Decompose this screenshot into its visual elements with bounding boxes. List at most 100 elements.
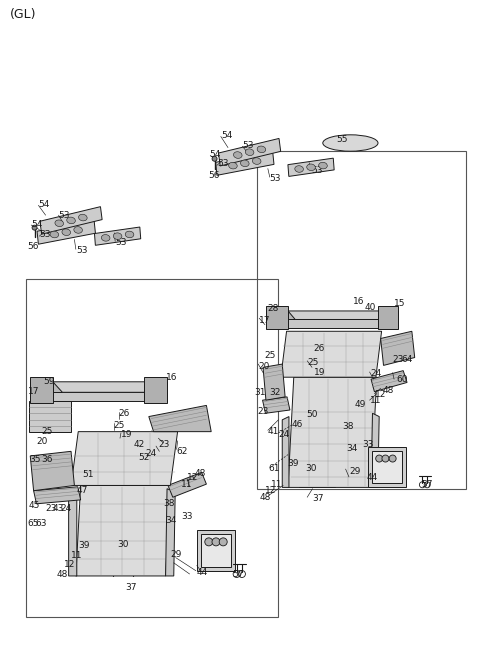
Polygon shape bbox=[263, 397, 290, 413]
Text: 54: 54 bbox=[210, 150, 221, 159]
Text: 16: 16 bbox=[353, 297, 365, 306]
Circle shape bbox=[219, 538, 227, 546]
Text: 43: 43 bbox=[53, 504, 64, 513]
Text: 53: 53 bbox=[311, 166, 323, 175]
Polygon shape bbox=[71, 432, 178, 485]
Bar bbox=[257, 151, 466, 489]
Bar bbox=[26, 279, 278, 617]
Circle shape bbox=[382, 455, 389, 462]
Ellipse shape bbox=[257, 146, 266, 153]
Text: 26: 26 bbox=[119, 409, 130, 418]
Polygon shape bbox=[266, 319, 398, 328]
Polygon shape bbox=[166, 489, 175, 576]
Text: 12: 12 bbox=[187, 473, 199, 482]
Text: 44: 44 bbox=[197, 567, 208, 577]
Text: 30: 30 bbox=[118, 540, 129, 549]
Polygon shape bbox=[201, 534, 231, 567]
Text: 34: 34 bbox=[347, 443, 358, 453]
Text: 44: 44 bbox=[366, 473, 377, 482]
Text: 28: 28 bbox=[267, 304, 278, 314]
Polygon shape bbox=[95, 227, 141, 245]
Text: 17: 17 bbox=[28, 387, 39, 396]
Text: 23: 23 bbox=[393, 355, 404, 364]
Text: 39: 39 bbox=[287, 459, 299, 468]
Text: 37: 37 bbox=[312, 494, 324, 503]
Text: 48: 48 bbox=[259, 493, 271, 502]
Text: 53: 53 bbox=[76, 246, 87, 255]
Ellipse shape bbox=[295, 166, 303, 173]
Ellipse shape bbox=[252, 157, 261, 165]
Text: 11: 11 bbox=[370, 396, 381, 405]
Polygon shape bbox=[69, 492, 77, 576]
Text: 65: 65 bbox=[27, 519, 39, 528]
Text: 35: 35 bbox=[29, 455, 40, 464]
Polygon shape bbox=[30, 451, 74, 491]
Ellipse shape bbox=[50, 231, 59, 238]
Text: 20: 20 bbox=[36, 437, 48, 446]
Polygon shape bbox=[168, 472, 206, 497]
Text: 61: 61 bbox=[269, 464, 280, 473]
Polygon shape bbox=[216, 152, 274, 175]
Polygon shape bbox=[378, 306, 398, 329]
Text: 24: 24 bbox=[278, 430, 289, 439]
Ellipse shape bbox=[323, 135, 378, 152]
Text: (GL): (GL) bbox=[10, 8, 36, 21]
Polygon shape bbox=[30, 382, 167, 392]
Ellipse shape bbox=[245, 149, 254, 155]
Text: 12: 12 bbox=[265, 486, 277, 495]
Text: 30: 30 bbox=[306, 464, 317, 473]
Text: 12: 12 bbox=[64, 560, 75, 569]
Ellipse shape bbox=[101, 235, 110, 241]
Ellipse shape bbox=[125, 231, 134, 237]
Polygon shape bbox=[371, 371, 407, 392]
Polygon shape bbox=[263, 364, 285, 400]
Text: 53: 53 bbox=[270, 174, 281, 183]
Text: 40: 40 bbox=[365, 303, 376, 312]
Text: 52: 52 bbox=[138, 453, 150, 462]
Circle shape bbox=[32, 225, 37, 230]
Text: 42: 42 bbox=[133, 440, 144, 449]
Text: 17: 17 bbox=[259, 316, 271, 325]
Polygon shape bbox=[37, 220, 96, 244]
Polygon shape bbox=[218, 138, 281, 166]
Text: 48: 48 bbox=[57, 570, 68, 579]
Text: 36: 36 bbox=[41, 455, 52, 464]
Text: 24: 24 bbox=[371, 369, 382, 379]
Circle shape bbox=[376, 455, 383, 462]
Text: 54: 54 bbox=[38, 200, 50, 209]
Text: 29: 29 bbox=[170, 550, 182, 559]
Polygon shape bbox=[40, 207, 102, 234]
Polygon shape bbox=[288, 377, 377, 487]
Text: 12: 12 bbox=[375, 390, 387, 399]
Polygon shape bbox=[266, 306, 288, 329]
Ellipse shape bbox=[62, 229, 71, 236]
Text: 53: 53 bbox=[39, 230, 51, 239]
Text: 19: 19 bbox=[314, 368, 326, 377]
Text: 20: 20 bbox=[259, 361, 270, 371]
Ellipse shape bbox=[240, 160, 249, 167]
Text: 49: 49 bbox=[354, 400, 366, 409]
Polygon shape bbox=[149, 405, 211, 432]
Text: 23: 23 bbox=[46, 504, 57, 513]
Ellipse shape bbox=[67, 217, 75, 224]
Text: 54: 54 bbox=[221, 131, 232, 140]
Text: 53: 53 bbox=[59, 211, 70, 220]
Polygon shape bbox=[144, 377, 167, 403]
Polygon shape bbox=[299, 474, 335, 487]
Text: 59: 59 bbox=[43, 377, 55, 386]
Text: 57: 57 bbox=[232, 570, 243, 579]
Polygon shape bbox=[30, 392, 167, 401]
Circle shape bbox=[212, 156, 217, 161]
Text: 31: 31 bbox=[254, 388, 266, 397]
Text: 38: 38 bbox=[343, 422, 354, 431]
Text: 15: 15 bbox=[394, 298, 405, 308]
Text: 26: 26 bbox=[313, 344, 325, 354]
Ellipse shape bbox=[233, 152, 242, 158]
Polygon shape bbox=[282, 417, 289, 487]
Polygon shape bbox=[76, 485, 170, 576]
Text: 48: 48 bbox=[383, 386, 394, 396]
Text: 63: 63 bbox=[35, 519, 47, 528]
Ellipse shape bbox=[79, 215, 87, 221]
Circle shape bbox=[389, 455, 396, 462]
Text: 38: 38 bbox=[163, 499, 175, 508]
